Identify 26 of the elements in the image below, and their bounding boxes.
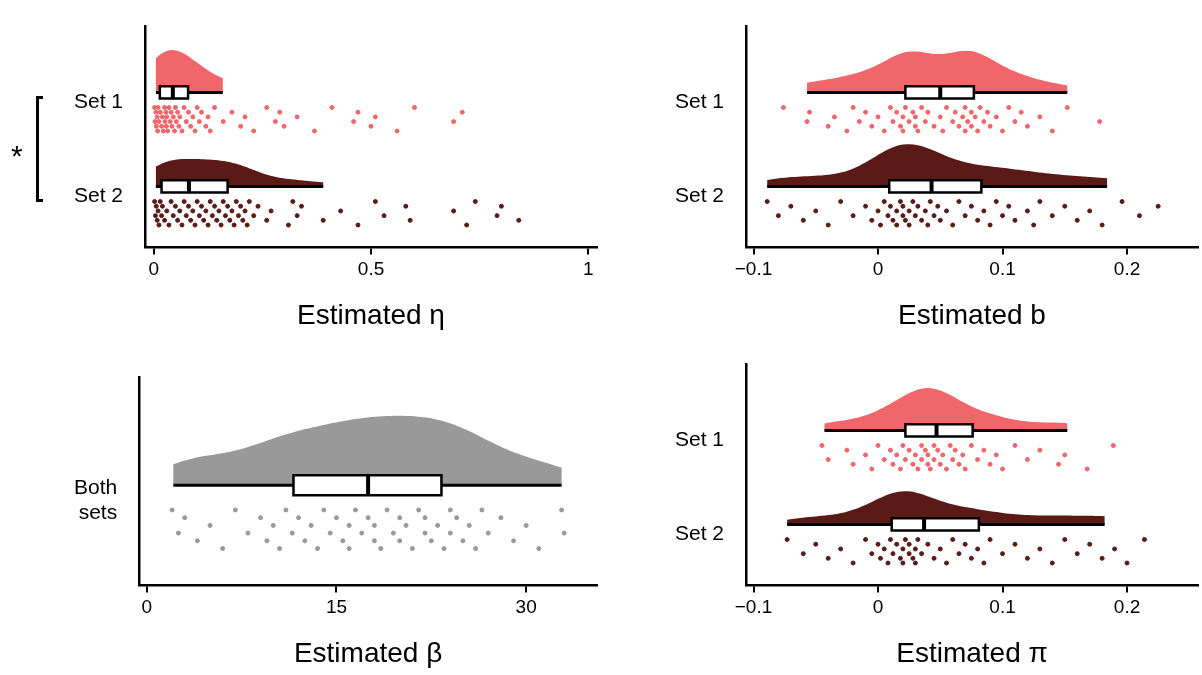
x-tick-label: 30 [515,596,537,618]
x-tick-label: 0.2 [1113,258,1141,280]
x-tick-label: 0.5 [357,258,385,280]
x-tick-label: 0 [872,258,884,280]
x-tick-label: −0.1 [734,596,773,618]
x-tick-label: 1 [583,258,594,280]
x-tick-label: 0.2 [1113,596,1141,618]
y-tick-label: Set 2 [674,520,725,544]
x-tick-label: −0.1 [734,258,773,280]
x-tick-label: 15 [325,596,348,618]
x-tick-label: 0 [872,596,884,618]
y-tick-label: Set 1 [674,88,725,112]
x-axis-title: Estimated β [293,636,443,668]
x-axis-title: Estimated η [297,298,445,330]
y-tick-label: Set 2 [73,182,124,206]
x-axis-title: Estimated b [898,298,1046,330]
x-tick-label: 0.1 [989,596,1016,618]
x-tick-label: 0 [141,596,153,618]
text: * [11,138,23,172]
x-tick-label: 0.1 [989,258,1016,280]
y-tick-label: Set 2 [674,182,725,206]
y-tick-label: Both sets [74,474,118,524]
y-tick-label: Set 1 [73,88,124,112]
y-tick-label: Set 1 [674,426,725,450]
x-tick-label: 0 [148,258,160,280]
x-axis-title: Estimated π [896,636,1048,668]
